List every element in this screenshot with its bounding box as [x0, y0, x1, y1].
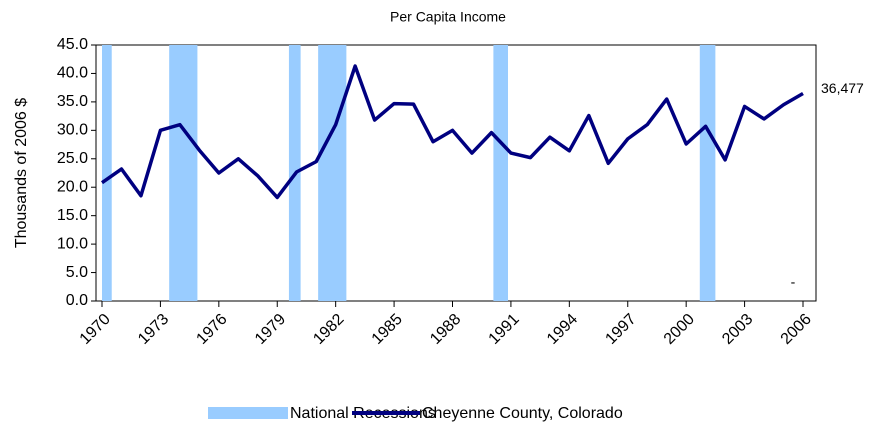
x-tick-label: 1985	[369, 311, 406, 348]
recession-band	[493, 45, 508, 301]
y-tick-label: 25.0	[57, 150, 88, 167]
y-tick-label: 0.0	[66, 292, 88, 309]
legend-label: Cheyenne County, Colorado	[422, 405, 623, 422]
series-line	[100, 64, 804, 200]
x-tick-label: 1976	[193, 311, 230, 348]
recession-band	[318, 45, 347, 301]
legend-swatch	[208, 407, 288, 419]
x-tick-label: 1970	[77, 311, 114, 348]
y-axis-label: Thousands of 2006 $	[13, 98, 30, 248]
recession-band	[699, 45, 716, 301]
x-tick-label: 2000	[661, 311, 698, 348]
x-tick-label: 2003	[719, 311, 756, 348]
y-tick-label: 15.0	[57, 207, 88, 224]
y-tick-label: 45.0	[57, 36, 88, 53]
x-tick-label: 1973	[135, 311, 172, 348]
x-tick-label: 1979	[252, 311, 289, 348]
x-tick-label: 1994	[544, 311, 581, 348]
recession-band	[169, 45, 198, 301]
x-tick-label: 1991	[486, 311, 523, 348]
x-tick-label: 1997	[602, 311, 639, 348]
y-tick-label: 30.0	[57, 122, 88, 139]
annotation: -	[791, 274, 796, 290]
y-tick-label: 20.0	[57, 178, 88, 195]
y-tick-label: 10.0	[57, 235, 88, 252]
chart-title: Per Capita Income	[390, 9, 506, 25]
recession-band	[102, 45, 112, 301]
x-tick-label: 2006	[778, 311, 815, 348]
y-tick-label: 5.0	[66, 264, 88, 281]
x-tick-label: 1988	[427, 311, 464, 348]
y-tick-label: 35.0	[57, 93, 88, 110]
y-tick-label: 40.0	[57, 65, 88, 82]
x-tick-label: 1982	[310, 311, 347, 348]
plot-frame	[95, 44, 817, 302]
value-label: 36,477	[821, 80, 864, 96]
